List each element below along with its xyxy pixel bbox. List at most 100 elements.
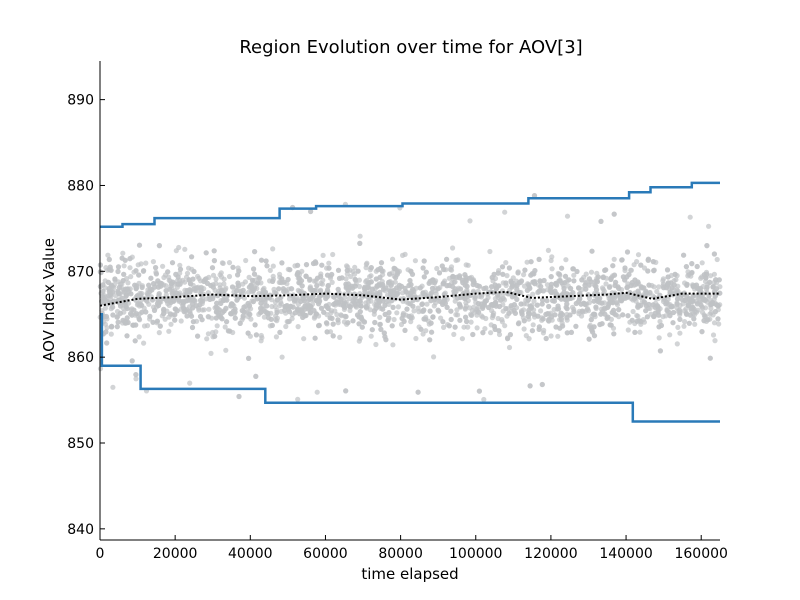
data-point xyxy=(608,322,614,328)
data-point xyxy=(619,257,625,263)
y-tick-label: 890 xyxy=(67,93,94,109)
data-point xyxy=(421,274,427,280)
data-point xyxy=(308,208,314,215)
data-point xyxy=(226,273,233,280)
data-point xyxy=(283,323,289,330)
data-point xyxy=(292,297,298,303)
data-point xyxy=(570,266,576,272)
data-point xyxy=(562,296,568,303)
data-point xyxy=(224,319,230,325)
data-point xyxy=(347,267,353,273)
data-point xyxy=(180,299,186,305)
data-point xyxy=(196,307,202,313)
data-point xyxy=(421,258,427,264)
data-point xyxy=(129,312,135,318)
data-point xyxy=(107,267,113,273)
data-point xyxy=(429,290,435,296)
data-point xyxy=(249,277,256,283)
data-point xyxy=(318,287,324,293)
data-point xyxy=(454,307,460,313)
data-point xyxy=(136,272,142,278)
data-point xyxy=(335,286,341,292)
x-tick-label: 140000 xyxy=(599,546,652,562)
data-point xyxy=(324,293,331,300)
data-point xyxy=(110,304,116,310)
data-point xyxy=(657,348,664,354)
data-point xyxy=(500,271,506,277)
data-point xyxy=(519,309,525,315)
data-point xyxy=(635,302,641,308)
data-point xyxy=(581,300,587,306)
data-point xyxy=(273,317,279,323)
data-point xyxy=(481,286,487,292)
data-point xyxy=(543,311,549,317)
data-point xyxy=(162,316,168,322)
data-point xyxy=(314,283,320,289)
data-point xyxy=(427,308,433,314)
data-point xyxy=(258,309,264,315)
data-point xyxy=(530,322,536,328)
data-point xyxy=(509,294,515,300)
data-point xyxy=(149,297,156,303)
data-point xyxy=(495,270,501,276)
data-point xyxy=(273,334,279,340)
data-point xyxy=(598,218,604,224)
data-point xyxy=(535,313,541,319)
data-point xyxy=(346,296,352,302)
data-point xyxy=(526,336,532,342)
data-point xyxy=(300,314,306,320)
data-point xyxy=(302,303,308,310)
data-point xyxy=(156,243,162,249)
data-point xyxy=(579,277,585,283)
data-point xyxy=(236,283,242,289)
data-point xyxy=(471,279,477,285)
data-point xyxy=(191,297,197,303)
data-point xyxy=(597,295,603,301)
data-point xyxy=(559,265,565,271)
data-point xyxy=(150,259,156,265)
data-point xyxy=(251,271,258,277)
data-point xyxy=(106,256,112,263)
data-point xyxy=(682,319,688,325)
data-point xyxy=(295,262,301,268)
data-point xyxy=(121,271,127,277)
data-point xyxy=(255,280,261,286)
data-point xyxy=(503,280,509,286)
data-point xyxy=(99,298,105,304)
data-point xyxy=(367,274,373,280)
data-point xyxy=(614,300,620,306)
data-point xyxy=(141,323,148,329)
data-point xyxy=(270,246,276,252)
data-point xyxy=(557,278,563,284)
data-point xyxy=(139,309,145,315)
data-point xyxy=(503,260,509,266)
data-point xyxy=(320,252,326,258)
data-point xyxy=(515,270,521,276)
data-point xyxy=(476,388,482,394)
data-point xyxy=(462,272,468,278)
data-point xyxy=(213,304,219,310)
data-point xyxy=(527,383,533,389)
data-point xyxy=(264,263,270,269)
data-point xyxy=(312,259,318,265)
data-point xyxy=(139,284,145,290)
data-point xyxy=(307,310,313,316)
data-point xyxy=(688,305,694,312)
data-point xyxy=(133,372,139,378)
data-point xyxy=(242,279,248,285)
data-point xyxy=(628,267,634,273)
data-point xyxy=(199,317,205,323)
data-point xyxy=(147,313,153,319)
data-point xyxy=(482,326,488,332)
data-point xyxy=(444,256,450,262)
data-point xyxy=(629,317,635,323)
data-point xyxy=(710,332,717,338)
data-point xyxy=(109,323,115,329)
data-point xyxy=(404,306,410,312)
data-point xyxy=(480,305,486,311)
data-point xyxy=(699,260,705,266)
data-point xyxy=(379,268,385,274)
data-point xyxy=(599,300,605,306)
data-point xyxy=(295,270,301,276)
data-point xyxy=(654,288,660,295)
